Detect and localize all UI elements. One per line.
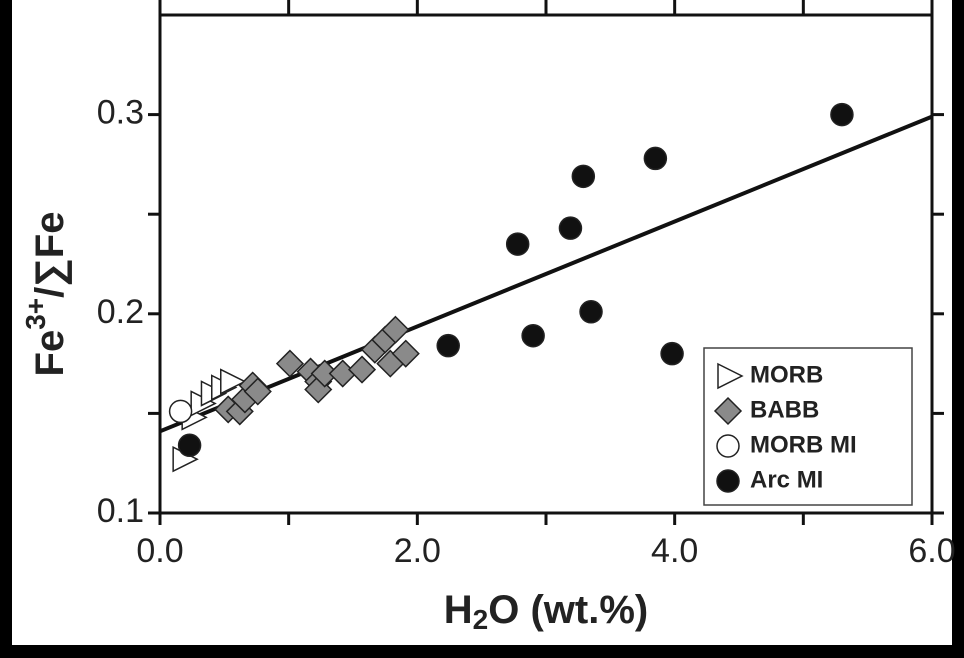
x-axis-label: H2O (wt.%) [444,588,648,636]
point [381,315,410,344]
point [558,216,583,240]
y-tick-label: 0.1 [97,492,144,530]
point [347,355,377,384]
point [571,164,596,189]
point [391,339,420,368]
point [436,333,460,358]
y-axis-label: Fe3+/∑Fe [20,212,71,377]
y-tick-label: 0.2 [97,293,144,331]
y-label-part: /∑Fe [28,212,72,298]
legend-label: BABB [750,396,819,423]
legend-label: MORB [750,361,823,388]
point [830,102,854,127]
point [643,146,668,171]
legend-label: Arc MI [750,466,823,493]
x-label-part: O (wt.%) [488,588,648,632]
point [660,341,684,366]
fit-line [159,114,933,434]
legend-marker [716,469,740,493]
panel [12,0,952,645]
point [505,232,530,256]
point [579,300,603,324]
point [168,399,193,424]
x-label-part: H [444,588,473,632]
point [177,433,202,458]
x-tick-label: 0.0 [136,532,183,570]
legend-marker [713,396,743,426]
legend-marker [717,362,744,390]
point [220,368,247,395]
x-tick-label: 6.0 [908,532,955,570]
y-label-part: Fe [28,330,72,377]
x-tick-label: 4.0 [651,532,698,570]
x-label-sub: 2 [473,604,489,635]
y-label-sup: 3+ [20,298,51,330]
point [243,377,272,406]
point [521,323,545,348]
y-tick-label: 0.3 [97,94,144,132]
x-tick-label: 2.0 [394,532,441,570]
legend-marker [716,434,740,458]
point [275,349,305,378]
legend-label: MORB MI [750,431,857,458]
